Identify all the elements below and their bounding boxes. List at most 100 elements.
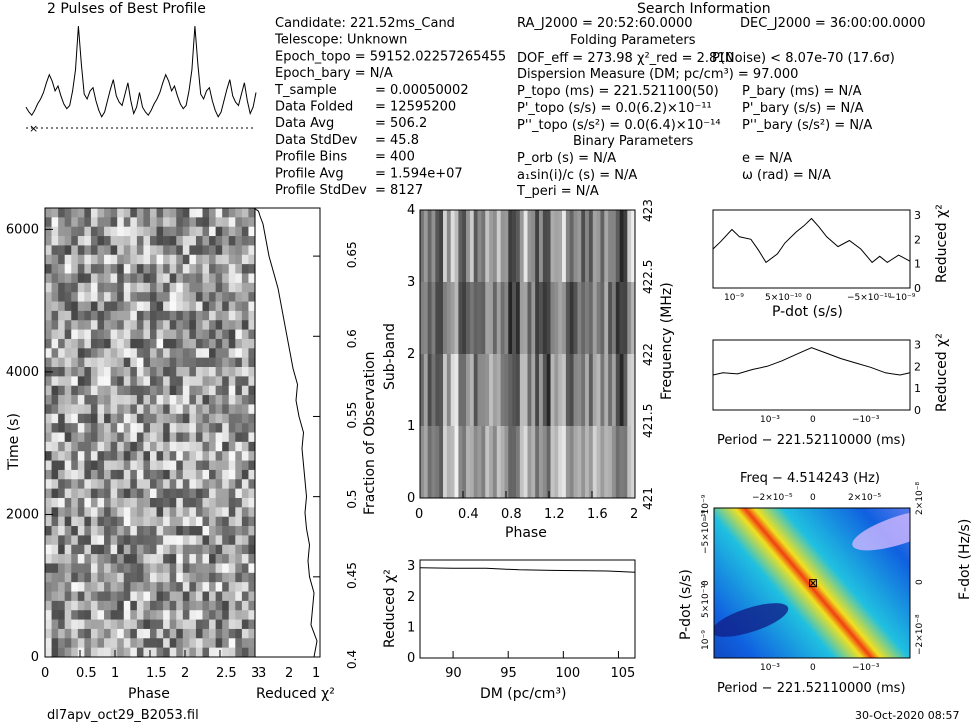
tp-cell: [222, 310, 230, 321]
sb-cell: [615, 354, 620, 427]
tp-cell: [117, 423, 125, 433]
sb-cell: [427, 210, 432, 283]
tp-cell: [176, 292, 184, 302]
tp-cell: [143, 554, 151, 564]
sb-cell: [627, 426, 632, 499]
sb-cell: [627, 210, 632, 283]
tp-cell: [104, 367, 111, 377]
cand-info-key: Candidate: 221.52ms_Cand: [275, 16, 455, 31]
tp-cell: [222, 385, 230, 396]
tp-cell: [117, 329, 125, 340]
tp-cell: [110, 404, 118, 415]
sb-cell: [611, 210, 617, 283]
tp-cell: [71, 610, 79, 620]
sb-cell: [496, 354, 501, 427]
tp-cell: [241, 647, 249, 658]
tp-cell: [248, 535, 256, 546]
sb-cell: [523, 426, 528, 499]
tp-cell: [84, 647, 92, 658]
tp-cell: [84, 469, 92, 480]
tp-cell: [58, 638, 65, 648]
tp-cell: [169, 507, 177, 517]
tp-cell: [189, 488, 197, 499]
tp-cell: [77, 245, 85, 256]
tp-cell: [156, 507, 164, 517]
tp-cell: [45, 254, 52, 265]
tp-cell: [51, 254, 59, 265]
tp-cell: [235, 479, 243, 489]
tp-cell: [143, 610, 151, 620]
tp-cell: [45, 647, 52, 658]
tp-cell: [104, 441, 111, 452]
tp-cell: [248, 273, 256, 284]
tp-cell: [90, 254, 98, 265]
tp-cell: [222, 432, 230, 443]
tp-cell: [241, 600, 249, 611]
sb-cell: [608, 282, 613, 355]
sb-cell: [600, 210, 605, 283]
tp-cell: [58, 301, 65, 312]
tp-cell: [195, 226, 203, 237]
sb-cell: [531, 354, 536, 427]
tp-cell: [241, 338, 249, 349]
tp-cell: [182, 554, 190, 564]
tp-cell: [104, 488, 111, 499]
tp-cell: [228, 395, 236, 405]
tp-cell: [71, 582, 79, 592]
sb-cell: [585, 210, 590, 283]
tp-cell: [130, 591, 138, 602]
tp-cell: [169, 226, 177, 237]
tp-cell: [241, 441, 249, 452]
tp-cell: [117, 479, 125, 489]
tp-cell: [182, 376, 190, 387]
tp-cell: [202, 488, 210, 499]
tp-cell: [97, 423, 105, 433]
tp-cell: [51, 376, 59, 387]
tp-cell: [163, 647, 170, 658]
tp-cell: [58, 329, 65, 340]
tp-cell: [215, 264, 223, 274]
tp-cell: [45, 619, 52, 630]
tp-cell: [45, 572, 52, 583]
tp-cell: [58, 273, 65, 284]
tp-cell: [163, 273, 170, 284]
sb-cell: [481, 426, 486, 499]
map-ylabel: P-dot (s/s): [678, 569, 694, 640]
sb-cell: [450, 210, 455, 283]
tp-cell: [169, 535, 177, 546]
tp-cell: [77, 423, 85, 433]
tp-cell: [58, 488, 65, 499]
tp-cell: [123, 516, 131, 527]
tp-cell: [156, 619, 164, 630]
tp-cell: [215, 600, 223, 611]
tp-cell: [130, 367, 138, 377]
tp-cell: [189, 282, 197, 293]
tp-cell: [163, 638, 170, 648]
tp-cell: [71, 535, 79, 546]
tp-cell: [202, 582, 210, 592]
sb-cell: [573, 426, 578, 499]
tp-cell: [71, 385, 79, 396]
tp-cell: [169, 404, 177, 415]
tp-cell: [143, 404, 151, 415]
tp-cell: [123, 544, 131, 555]
tp-cell: [182, 432, 190, 443]
tp-cell: [71, 544, 79, 555]
sb-cell: [546, 354, 551, 427]
tp-cell: [90, 544, 98, 555]
tp-cell: [51, 413, 59, 424]
map-ytick: −5×10⁻¹⁰: [701, 509, 711, 554]
cf-xlabel: Reduced χ²: [256, 686, 335, 702]
tp-cell: [215, 610, 223, 620]
tp-cell: [228, 600, 236, 611]
tp-cell: [77, 254, 85, 265]
tp-cell: [71, 348, 79, 358]
tp-cell: [90, 217, 98, 227]
tp-cell: [90, 497, 98, 508]
tp-cell: [156, 245, 164, 256]
tp-cell: [58, 507, 65, 517]
tp-cell: [235, 600, 243, 611]
tp-cell: [202, 507, 210, 517]
tp-cell: [176, 236, 184, 246]
tp-cell: [163, 563, 170, 574]
